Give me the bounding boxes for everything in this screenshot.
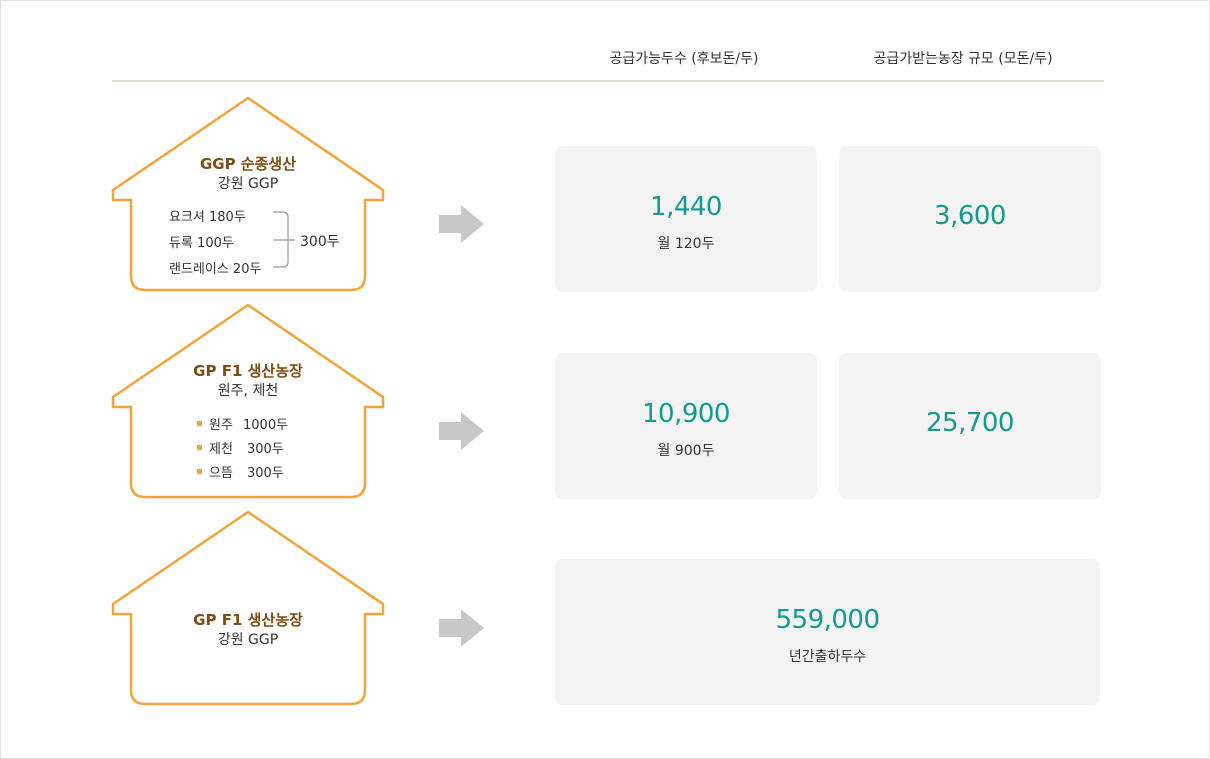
farm-eutteum-count: 300두 [247, 466, 284, 481]
header-supply-count: 공급가능두수 (후보돈/두) [609, 51, 759, 67]
header-farm-scale: 공급가받는농장 규모 (모돈/두) [873, 51, 1053, 67]
house-subtitle: 강원 GGP [217, 632, 279, 648]
supply-monthly: 월 900두 [657, 443, 715, 459]
breed-duroc: 듀록 100두 [169, 236, 234, 251]
bullet-icon [197, 469, 202, 474]
annual-shipment-box: 559,000 년간출하두수 [555, 559, 1100, 705]
house-subtitle: 강원 GGP [217, 176, 279, 192]
house-ggp-purebred: GGP 순종생산 강원 GGP 요크셔 180두 듀록 100두 랜드레이스 2… [109, 96, 387, 296]
breed-total: 300두 [300, 234, 340, 250]
house-title: GGP 순종생산 [199, 155, 297, 173]
supply-box-gp-f1: 10,900 월 900두 [555, 353, 817, 499]
arrow-right-icon [439, 609, 484, 647]
arrow-right-icon [439, 412, 484, 450]
breed-landrace: 랜드레이스 20두 [169, 262, 262, 277]
supply-value: 10,900 [642, 399, 730, 429]
farm-jecheon-name: 제천 [209, 442, 233, 457]
house-gp-f1-wonju-jecheon: GP F1 생산농장 원주, 제천 원주 1000두 제천 300두 으뜸 30… [109, 303, 387, 503]
house-gp-f1-gangwon: GP F1 생산농장 강원 GGP [109, 510, 387, 710]
farm-eutteum-name: 으뜸 [209, 466, 233, 481]
bullet-icon [197, 445, 202, 450]
farm-scale-value: 25,700 [926, 408, 1014, 438]
annual-shipment-value: 559,000 [775, 605, 880, 635]
house-outline-icon [111, 303, 385, 499]
arrow-right-icon [439, 205, 484, 243]
bullet-icon [197, 421, 202, 426]
house-outline-icon [111, 96, 385, 292]
farm-wonju-count: 1000두 [243, 418, 289, 433]
house-title: GP F1 생산농장 [193, 362, 303, 380]
farm-scale-box-gp-f1: 25,700 [839, 353, 1101, 499]
farm-scale-box-ggp: 3,600 [839, 146, 1101, 292]
supply-box-ggp: 1,440 월 120두 [555, 146, 817, 292]
annual-shipment-label: 년간출하두수 [788, 649, 867, 665]
house-outline-icon [111, 510, 385, 706]
house-title: GP F1 생산농장 [193, 611, 303, 629]
header-divider [112, 80, 1104, 82]
farm-wonju-name: 원주 [209, 418, 233, 433]
farm-scale-value: 3,600 [934, 201, 1006, 231]
supply-value: 1,440 [650, 192, 722, 222]
supply-monthly: 월 120두 [657, 236, 715, 252]
breed-yorkshire: 요크셔 180두 [169, 210, 246, 225]
house-subtitle: 원주, 제천 [217, 383, 279, 399]
farm-jecheon-count: 300두 [247, 442, 284, 457]
